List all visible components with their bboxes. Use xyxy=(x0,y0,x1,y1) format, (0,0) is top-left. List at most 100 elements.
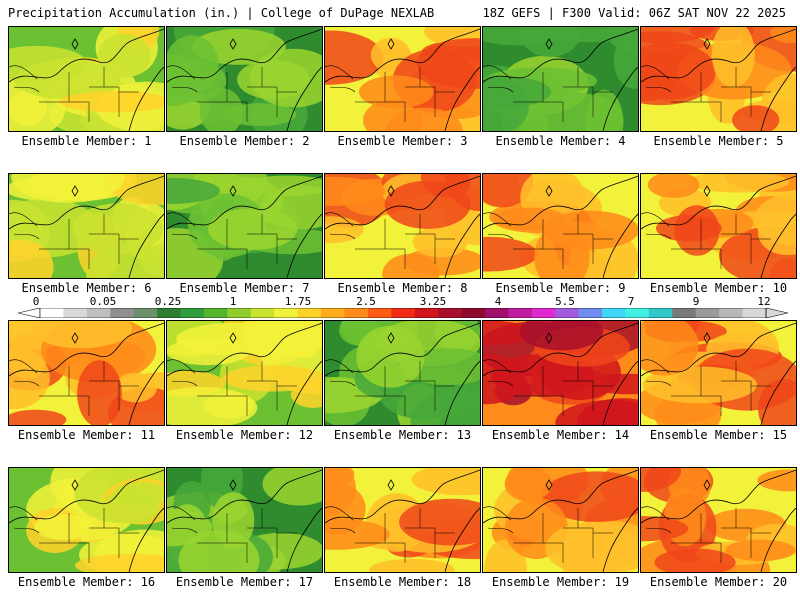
great-lakes-outline xyxy=(483,506,514,534)
ensemble-member-label: Ensemble Member: 10 xyxy=(649,281,788,295)
precip-contour xyxy=(9,45,88,83)
coastline xyxy=(602,360,638,425)
precip-contour xyxy=(167,386,258,425)
ensemble-member-label: Ensemble Member: 9 xyxy=(495,281,626,295)
coastline xyxy=(325,322,480,377)
colorbar-tick-label: 7 xyxy=(627,295,635,308)
ensemble-member-label: Ensemble Member: 17 xyxy=(175,575,314,589)
state-borders xyxy=(513,214,613,269)
ensemble-member-label: Ensemble Member: 6 xyxy=(21,281,152,295)
station-marker xyxy=(545,185,553,197)
precip-map xyxy=(641,321,796,425)
coastline xyxy=(602,66,638,131)
precip-contour xyxy=(262,468,322,506)
colorbar-swatch xyxy=(555,308,579,318)
run-info: 18Z GEFS | F300 Valid: 06Z SAT NOV 22 20… xyxy=(482,6,786,20)
great-lakes-outline xyxy=(325,506,356,534)
coastline xyxy=(167,322,322,377)
great-lakes-outline xyxy=(483,359,514,387)
colorbar-swatch xyxy=(86,308,111,318)
state-borders xyxy=(355,67,455,122)
precip-map xyxy=(9,321,164,425)
station-marker xyxy=(71,332,79,344)
state-borders xyxy=(671,508,771,563)
precip-contour xyxy=(534,225,590,278)
ensemble-map-panel xyxy=(166,467,323,573)
colorbar-swatch xyxy=(672,308,697,318)
precip-contour xyxy=(483,236,538,272)
coastline xyxy=(286,507,322,572)
coastline xyxy=(286,213,322,278)
coastline xyxy=(641,175,796,230)
ensemble-member-label: Ensemble Member: 2 xyxy=(179,134,310,148)
precip-contour xyxy=(222,365,322,392)
coastline xyxy=(760,507,796,572)
precip-contour xyxy=(34,514,92,540)
coastline xyxy=(483,28,638,83)
coastline xyxy=(483,175,638,230)
precip-contour xyxy=(545,27,636,43)
coastline xyxy=(483,469,638,524)
coastline xyxy=(641,469,796,524)
precip-contour xyxy=(325,216,364,244)
ensemble-map-panel xyxy=(324,320,481,426)
ensemble-map-panel xyxy=(482,173,639,279)
coastline xyxy=(444,507,480,572)
station-marker xyxy=(703,479,711,491)
precip-contour xyxy=(411,468,480,496)
ensemble-map-panel xyxy=(482,320,639,426)
coastline xyxy=(641,322,796,377)
coastline xyxy=(9,469,164,524)
precip-contour xyxy=(757,210,796,256)
great-lakes-outline xyxy=(9,212,40,240)
map-title: Precipitation Accumulation (in.) | Colle… xyxy=(8,6,435,20)
precip-contour xyxy=(9,409,67,425)
coastline xyxy=(602,213,638,278)
great-lakes-outline xyxy=(167,359,198,387)
state-borders xyxy=(513,508,613,563)
colorbar-swatch xyxy=(133,308,158,318)
precip-map xyxy=(167,468,322,572)
colorbar-swatch xyxy=(203,308,228,318)
precip-map xyxy=(167,321,322,425)
colorbar-swatch xyxy=(414,308,439,318)
state-borders xyxy=(39,508,139,563)
station-marker xyxy=(545,332,553,344)
precip-contour xyxy=(399,498,480,546)
great-lakes-outline xyxy=(9,359,40,387)
precip-contour xyxy=(613,32,638,89)
great-lakes-outline xyxy=(641,506,672,534)
state-borders xyxy=(355,508,455,563)
precip-map xyxy=(9,27,164,131)
colorbar-swatch xyxy=(719,308,743,318)
coastline xyxy=(760,360,796,425)
precip-contour xyxy=(725,539,796,562)
coastline xyxy=(128,360,164,425)
station-marker xyxy=(71,185,79,197)
precip-contour xyxy=(545,521,638,572)
coastline xyxy=(602,507,638,572)
precip-map xyxy=(325,174,480,278)
precip-map xyxy=(167,174,322,278)
colorbar-min-arrow xyxy=(18,308,41,318)
great-lakes-outline xyxy=(167,65,198,93)
ensemble-map-panel xyxy=(166,320,323,426)
colorbar-swatch xyxy=(344,308,369,318)
precip-contour xyxy=(102,489,160,524)
ensemble-map-panel xyxy=(482,26,639,132)
state-borders xyxy=(39,214,139,269)
station-marker xyxy=(229,479,237,491)
coastline xyxy=(325,469,480,524)
precip-contour xyxy=(711,27,755,88)
precip-map xyxy=(483,468,638,572)
great-lakes-outline xyxy=(325,212,356,240)
station-marker xyxy=(703,185,711,197)
coastline xyxy=(444,360,480,425)
coastline xyxy=(128,213,164,278)
colorbar-swatch xyxy=(110,308,134,318)
great-lakes-outline xyxy=(325,65,356,93)
state-borders xyxy=(197,361,297,416)
precip-contour xyxy=(641,516,689,542)
colorbar-outline xyxy=(39,308,767,318)
state-borders xyxy=(513,361,613,416)
